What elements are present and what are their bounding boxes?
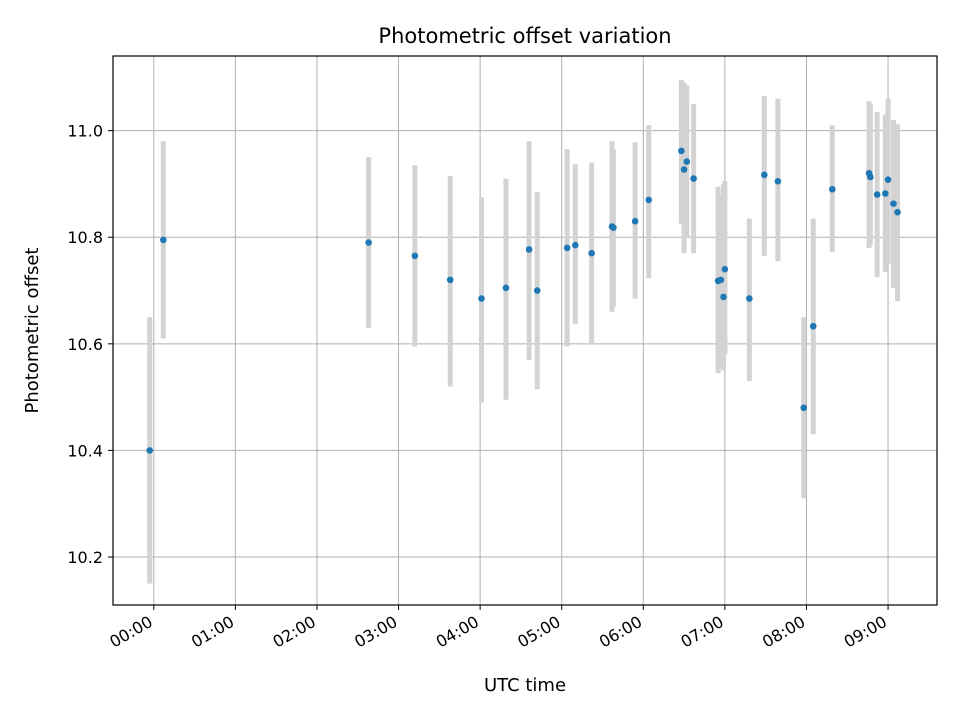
y-tick-label: 10.4 (67, 441, 103, 460)
data-point (588, 249, 595, 257)
data-point (800, 404, 808, 412)
data-point (478, 295, 485, 302)
data-point (873, 191, 881, 198)
data-point (720, 293, 727, 301)
data-point (717, 276, 725, 284)
data-point (572, 241, 579, 249)
y-tick-label: 10.6 (67, 335, 103, 354)
data-point (884, 176, 892, 183)
data-point (690, 175, 697, 182)
data-point (829, 185, 836, 193)
data-point (446, 276, 454, 284)
y-axis-label: Photometric offset (22, 248, 43, 414)
data-point (867, 173, 874, 181)
y-tick-label: 10.8 (67, 228, 103, 247)
data-point (678, 147, 685, 155)
data-point (160, 236, 167, 244)
data-point (563, 244, 571, 252)
data-point (146, 447, 154, 454)
x-axis-label: UTC time (484, 675, 566, 696)
grid (113, 56, 937, 605)
data-point (365, 239, 372, 246)
data-point (809, 322, 817, 330)
data-point (721, 265, 729, 273)
y-tick-label: 10.2 (67, 548, 103, 567)
data-point (894, 208, 901, 216)
data-point (761, 171, 768, 179)
data-point (683, 158, 691, 165)
y-axis-ticks: 10.2 10.4 10.6 10.8 11.0 (67, 122, 113, 567)
data-point (525, 246, 533, 253)
data-point (610, 224, 617, 231)
chart-title: Photometric offset variation (378, 24, 671, 48)
data-point (890, 200, 897, 207)
data-point (645, 196, 653, 204)
data-point (411, 252, 419, 260)
data-point (533, 287, 541, 294)
data-point (882, 190, 889, 197)
y-tick-label: 11.0 (67, 122, 103, 141)
data-point (774, 177, 782, 185)
data-point (502, 284, 510, 292)
plot-frame (112, 55, 938, 606)
data-points (146, 147, 901, 454)
data-point (631, 217, 639, 225)
data-point (680, 166, 688, 173)
data-point (746, 295, 753, 302)
